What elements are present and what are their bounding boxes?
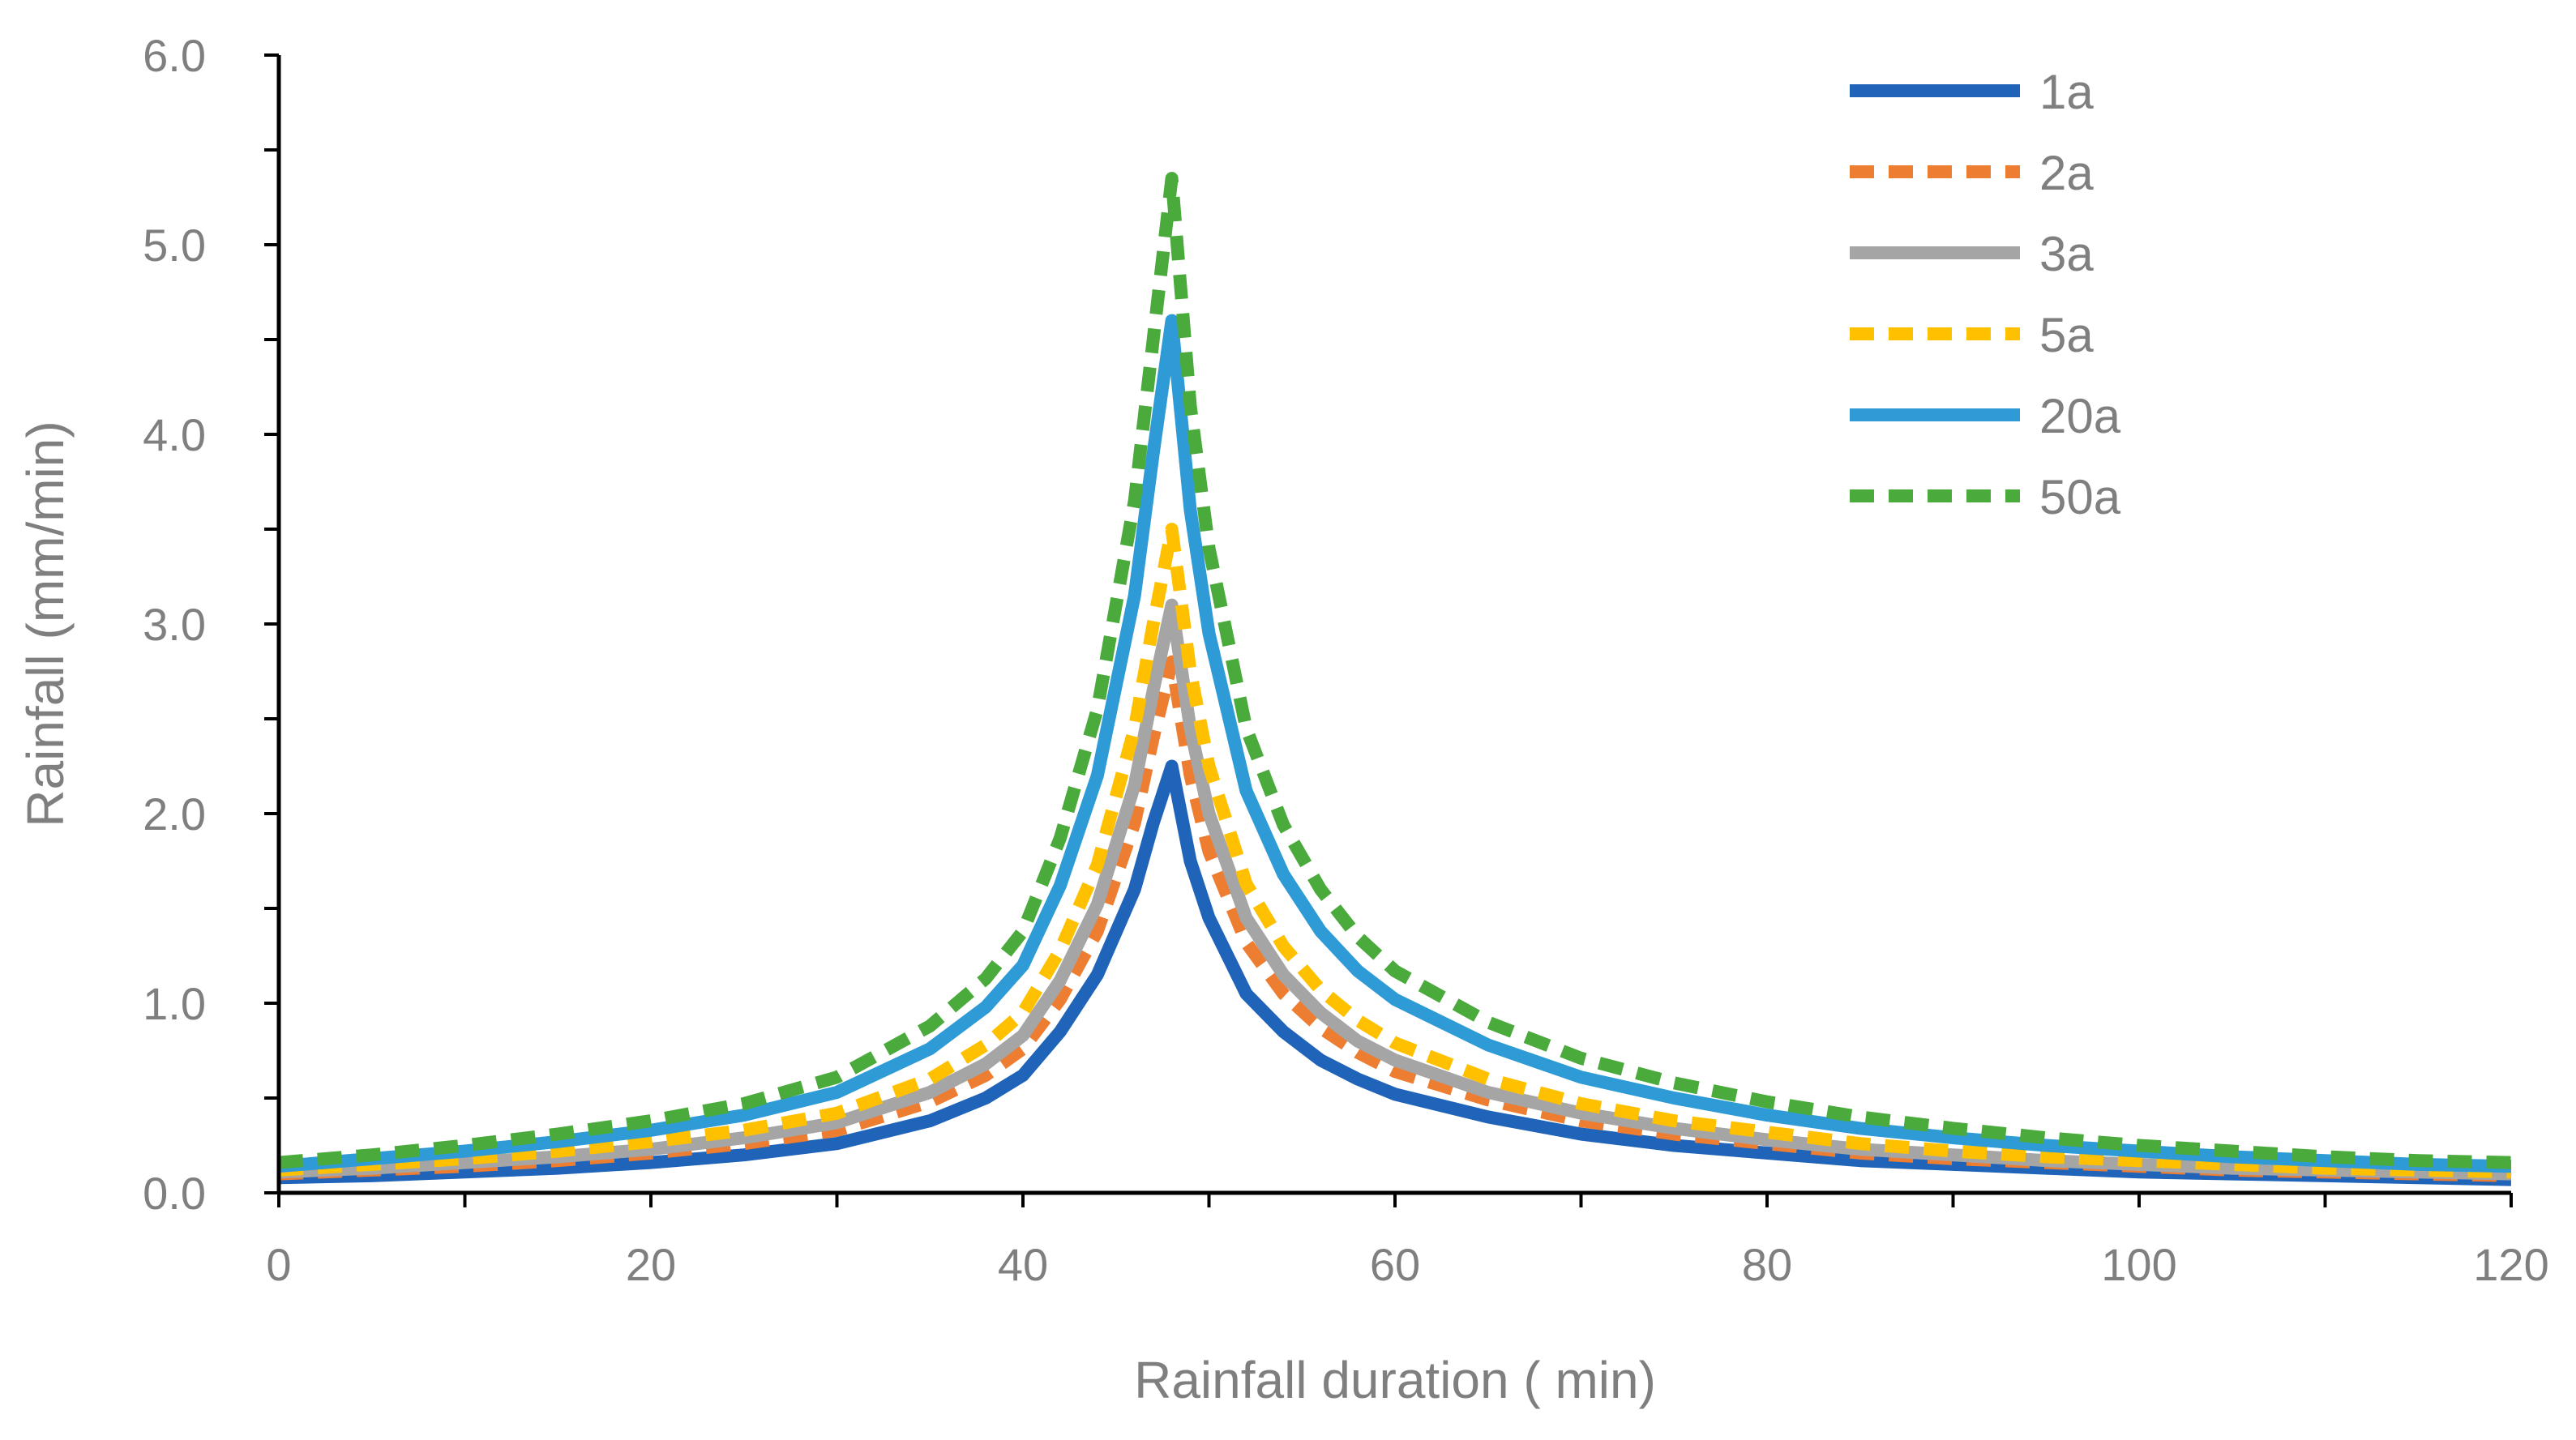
y-tick-label: 3.0: [143, 599, 206, 650]
x-tick-label: 120: [2473, 1239, 2548, 1290]
x-tick-label: 80: [1742, 1239, 1792, 1290]
y-tick-label: 6.0: [143, 30, 206, 81]
legend-label-3a: 3a: [2039, 227, 2094, 281]
legend-label-50a: 50a: [2039, 470, 2121, 524]
x-tick-label: 60: [1370, 1239, 1420, 1290]
x-tick-label: 40: [998, 1239, 1048, 1290]
legend-label-5a: 5a: [2039, 308, 2094, 362]
x-tick-label: 100: [2101, 1239, 2176, 1290]
series-line-1a: [278, 759, 2512, 1186]
series-line-20a: [278, 314, 2512, 1173]
y-axis-title: Rainfall (mm/min): [16, 421, 75, 827]
series-line-2a: [278, 655, 2512, 1182]
y-tick-label: 5.0: [143, 220, 206, 271]
x-tick-label: 0: [266, 1239, 291, 1290]
y-tick-label: 0.0: [143, 1168, 206, 1219]
legend-label-1a: 1a: [2039, 65, 2094, 119]
series-line-5a: [278, 523, 2512, 1179]
y-tick-label: 2.0: [143, 788, 206, 840]
series-line-3a: [278, 598, 2512, 1181]
x-tick-label: 20: [626, 1239, 676, 1290]
x-axis-title: Rainfall duration ( min): [1134, 1351, 1656, 1409]
series-layer: [278, 172, 2512, 1186]
legend-label-2a: 2a: [2039, 146, 2094, 200]
axes: 0 20 40 60 80 100 120 0.0 1.0 2.0 3.0 4.0 5.0 6.0: [143, 30, 2549, 1290]
y-tick-label: 4.0: [143, 409, 206, 460]
legend-label-20a: 20a: [2039, 389, 2121, 443]
series-line-50a: [278, 172, 2512, 1169]
legend: 1a 2a 3a 5a 20a 50a: [1850, 65, 2121, 524]
y-tick-label: 1.0: [143, 978, 206, 1029]
